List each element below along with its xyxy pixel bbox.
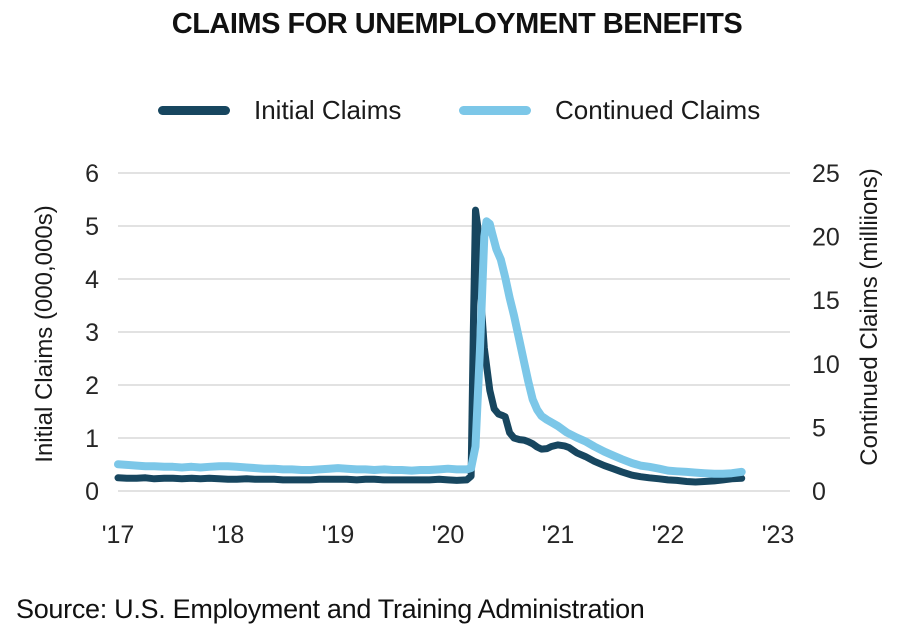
right-axis-tick-label: 0 (812, 478, 826, 506)
left-axis-tick-label: 3 (85, 319, 99, 347)
right-axis-tick-label: 15 (812, 287, 840, 315)
left-axis-tick-label: 2 (85, 372, 99, 400)
legend-item-continued-claims: Continued Claims (459, 94, 761, 125)
x-axis-tick-label: '18 (212, 521, 245, 549)
left-axis-tick-label: 6 (85, 160, 99, 188)
chart-title: CLAIMS FOR UNEMPLOYMENT BENEFITS (171, 8, 743, 40)
legend-label-initial-claims: Initial Claims (254, 94, 402, 125)
right-axis-tick-label: 25 (812, 160, 840, 188)
legend-label-continued-claims: Continued Claims (555, 94, 761, 125)
left-axis-tick-label: 0 (85, 478, 99, 506)
x-axis-tick-label: '19 (322, 521, 355, 549)
x-axis-tick-label: '20 (432, 521, 465, 549)
initial-claims-swatch (158, 105, 230, 115)
continued-claims-line (114, 217, 746, 478)
right-axis-tick-label: 5 (812, 414, 826, 442)
right-axis-tick-label: 10 (812, 351, 840, 379)
initial-claims-line (114, 206, 746, 486)
x-axis-tick-label: '23 (762, 521, 795, 549)
x-axis-tick-label: '21 (542, 521, 575, 549)
right-axis-tick-label: 20 (812, 224, 840, 252)
left-axis-tick-label: 4 (85, 266, 99, 294)
left-axis-tick-label: 1 (85, 425, 99, 453)
left-axis-tick-label: 5 (85, 213, 99, 241)
legend-item-initial-claims: Initial Claims (158, 94, 402, 125)
x-axis-tick-label: '17 (102, 521, 135, 549)
source-note: Source: U.S. Employment and Training Adm… (16, 594, 645, 624)
x-axis-tick-label: '22 (652, 521, 685, 549)
continued-claims-swatch (459, 105, 531, 115)
